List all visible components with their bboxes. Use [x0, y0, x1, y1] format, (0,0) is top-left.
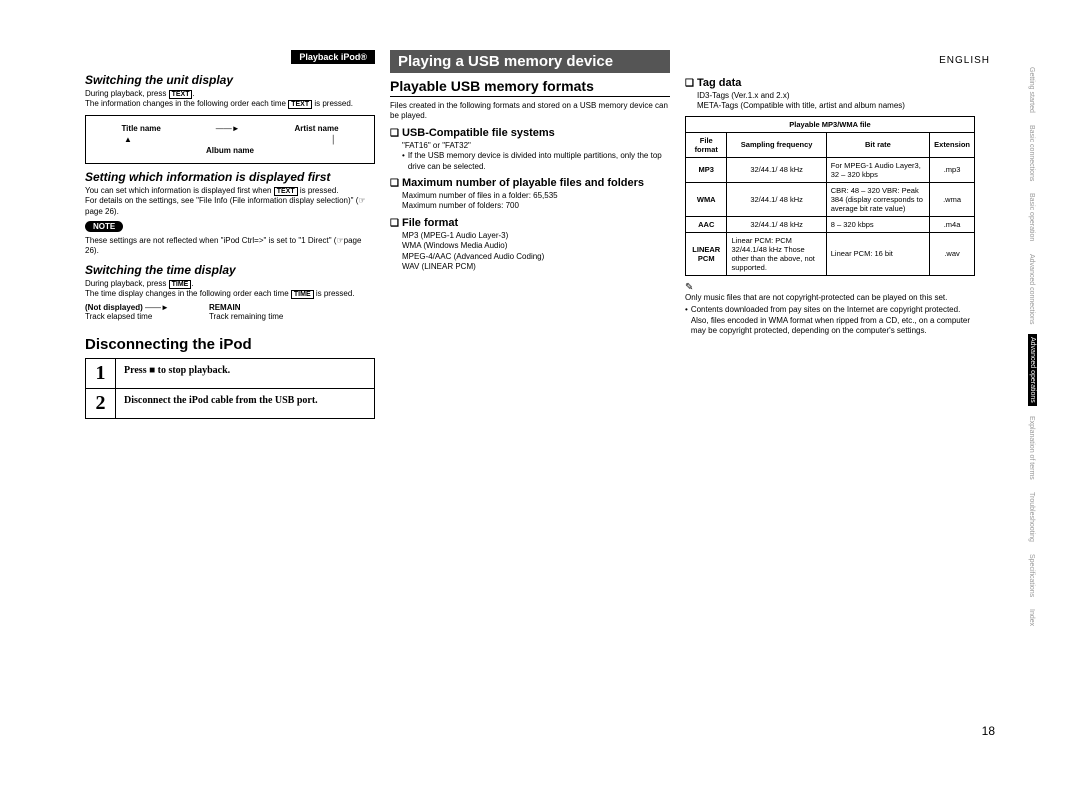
body-text: ID3-Tags (Ver.1.x and 2.x) META-Tags (Co…	[685, 91, 975, 112]
tab-adv-conn[interactable]: Advanced connections	[1028, 252, 1035, 326]
table-row: MP3 32/44.1/ 48 kHz For MPEG-1 Audio Lay…	[686, 157, 975, 182]
table-caption: Playable MP3/WMA file	[686, 116, 975, 132]
flow-title-name: Title name	[121, 124, 160, 133]
tab-basic-op[interactable]: Basic operation	[1028, 191, 1035, 243]
column-3: Tag data ID3-Tags (Ver.1.x and 2.x) META…	[685, 50, 975, 419]
step-number: 2	[86, 389, 116, 418]
tab-spec[interactable]: Specifications	[1028, 552, 1035, 599]
time-button-label: TIME	[291, 290, 314, 299]
table-row: WMA 32/44.1/ 48 kHz CBR: 48 – 320 VBR: P…	[686, 182, 975, 216]
note-text: Only music files that are not copyright-…	[685, 293, 975, 303]
pencil-icon: ✎	[685, 282, 975, 293]
tab-terms[interactable]: Explanation of terms	[1028, 414, 1035, 482]
text-button-label: TEXT	[274, 187, 298, 196]
body-text: "FAT16" or "FAT32" If the USB memory dev…	[390, 141, 670, 172]
note-text: Contents downloaded from pay sites on th…	[691, 305, 975, 336]
disconnecting-ipod-heading: Disconnecting the iPod	[85, 336, 375, 353]
arrow-right-icon: ——►	[145, 303, 169, 312]
time-button-label: TIME	[169, 280, 192, 289]
max-files-heading: Maximum number of playable files and fol…	[390, 177, 670, 189]
not-displayed-label: (Not displayed)	[85, 303, 143, 312]
step-2: 2 Disconnect the iPod cable from the USB…	[86, 389, 374, 418]
body-text: Maximum number of files in a folder: 65,…	[390, 191, 670, 212]
tab-trouble[interactable]: Troubleshooting	[1028, 490, 1035, 544]
switching-time-heading: Switching the time display	[85, 263, 375, 277]
table-row: LINEAR PCM Linear PCM: PCM 32/44.1/48 kH…	[686, 232, 975, 275]
sub-title: Playable USB memory formats	[390, 78, 670, 97]
th-bitrate: Bit rate	[826, 132, 929, 157]
usb-compat-heading: USB-Compatible file systems	[390, 127, 670, 139]
playback-ipod-badge: Playback iPod®	[291, 50, 375, 64]
intro-text: Files created in the following formats a…	[390, 101, 670, 122]
setting-info-heading: Setting which information is displayed f…	[85, 170, 375, 184]
column-2: Playing a USB memory device Playable USB…	[390, 50, 670, 419]
tag-data-heading: Tag data	[685, 77, 975, 89]
tab-adv-op[interactable]: Advanced operations	[1028, 334, 1037, 406]
body-text: During playback, press TEXT. The informa…	[85, 89, 375, 110]
tab-basic-conn[interactable]: Basic connections	[1028, 123, 1035, 183]
th-format: File format	[686, 132, 727, 157]
arrow-right-icon: ——►	[216, 124, 240, 133]
note-badge: NOTE	[85, 221, 123, 232]
step-number: 1	[86, 359, 116, 388]
page-number: 18	[982, 724, 995, 738]
page-content: Playback iPod® Switching the unit displa…	[85, 50, 985, 730]
time-flow: (Not displayed) ——► Track elapsed time R…	[85, 303, 375, 321]
th-ext: Extension	[930, 132, 975, 157]
step-text: Disconnect the iPod cable from the USB p…	[116, 389, 374, 418]
body-text: MP3 (MPEG-1 Audio Layer-3) WMA (Windows …	[390, 231, 670, 273]
info-flow-diagram: Title name ——► Artist name ▲ │ Album nam…	[85, 115, 375, 164]
steps-box: 1 Press ■ to stop playback. 2 Disconnect…	[85, 358, 375, 419]
track-remaining-label: Track remaining time	[209, 312, 283, 321]
flow-album-name: Album name	[206, 146, 254, 155]
table-row: AAC 32/44.1/ 48 kHz 8 – 320 kbps .m4a	[686, 216, 975, 232]
step-text: Press ■ to stop playback.	[116, 359, 374, 388]
arrow-down-icon: │	[331, 135, 336, 144]
file-format-heading: File format	[390, 217, 670, 229]
format-table: Playable MP3/WMA file File format Sampli…	[685, 116, 975, 276]
tab-getting-started[interactable]: Getting started	[1028, 65, 1035, 115]
tab-index[interactable]: Index	[1028, 607, 1035, 628]
body-text: These settings are not reflected when "i…	[85, 236, 375, 257]
side-tabs: Getting started Basic connections Basic …	[1028, 65, 1043, 636]
column-1: Playback iPod® Switching the unit displa…	[85, 50, 375, 419]
body-text: During playback, press TIME. The time di…	[85, 279, 375, 300]
step-1: 1 Press ■ to stop playback.	[86, 359, 374, 389]
text-button-label: TEXT	[169, 90, 193, 99]
remain-label: REMAIN	[209, 303, 241, 312]
th-sampling: Sampling frequency	[727, 132, 826, 157]
track-elapsed-label: Track elapsed time	[85, 312, 152, 321]
body-text: You can set which information is display…	[85, 186, 375, 217]
switching-display-heading: Switching the unit display	[85, 73, 375, 87]
flow-artist-name: Artist name	[295, 124, 339, 133]
main-title: Playing a USB memory device	[390, 50, 670, 73]
text-button-label: TEXT	[288, 100, 312, 109]
arrow-up-icon: ▲	[124, 135, 132, 144]
